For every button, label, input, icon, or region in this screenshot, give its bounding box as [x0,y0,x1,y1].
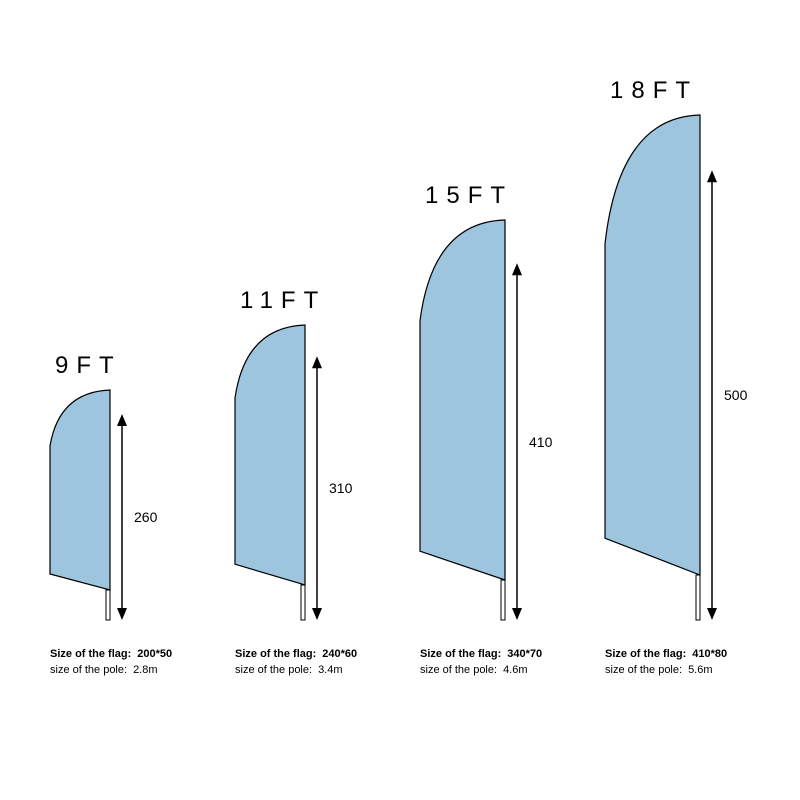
pole-size-spec: size of the pole: 2.8m [50,664,158,676]
flag-title: 9FT [55,352,122,380]
flag-size-spec: Size of the flag: 340*70 [420,648,542,660]
height-label: 410 [529,434,552,450]
spec-label: size of the pole: [420,664,497,676]
flag-size-spec: Size of the flag: 410*80 [605,648,727,660]
spec-label: size of the pole: [50,664,127,676]
pole-size-spec: size of the pole: 3.4m [235,664,343,676]
flag-shape [45,385,152,630]
pole-size-spec: size of the pole: 4.6m [420,664,528,676]
flag-shape [415,215,547,630]
flag-size-diagram: 9FT 260 Size of the flag: 200*50 size of the… [0,0,800,800]
pole-size-spec: size of the pole: 5.6m [605,664,713,676]
spec-label: Size of the flag: [605,648,686,660]
flag-title: 11FT [240,287,326,315]
height-label: 500 [724,387,747,403]
spec-value: 2.8m [133,664,157,676]
height-label: 260 [134,509,157,525]
spec-label: Size of the flag: [50,648,131,660]
spec-label: Size of the flag: [420,648,501,660]
spec-label: Size of the flag: [235,648,316,660]
flag-shape [230,320,347,630]
spec-value: 3.4m [318,664,342,676]
spec-label: size of the pole: [605,664,682,676]
flag-title: 15FT [425,182,513,210]
flag-shape [600,110,742,630]
spec-value: 5.6m [688,664,712,676]
spec-value: 240*60 [322,648,357,660]
flag-size-spec: Size of the flag: 240*60 [235,648,357,660]
height-label: 310 [329,480,352,496]
flag-title: 18FT [610,77,698,105]
spec-value: 200*50 [137,648,172,660]
spec-value: 410*80 [692,648,727,660]
spec-label: size of the pole: [235,664,312,676]
flag-size-spec: Size of the flag: 200*50 [50,648,172,660]
spec-value: 340*70 [507,648,542,660]
spec-value: 4.6m [503,664,527,676]
